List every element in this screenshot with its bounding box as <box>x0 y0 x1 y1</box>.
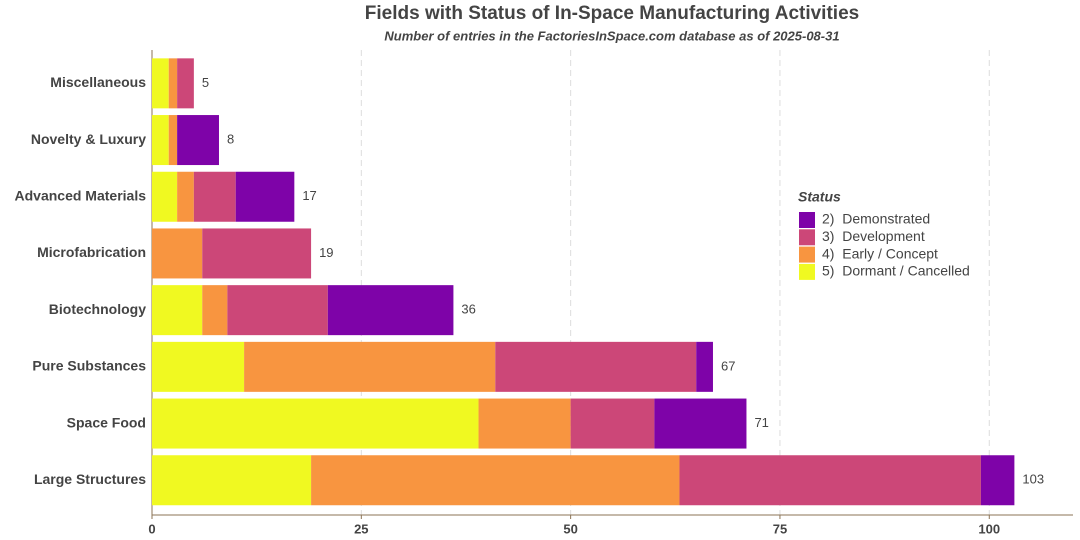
legend-label: 3) Development <box>822 228 925 244</box>
total-label: 19 <box>319 245 333 260</box>
y-tick-label: Space Food <box>67 414 146 430</box>
y-tick-label: Microfabrication <box>37 244 146 260</box>
legend-swatch <box>799 263 815 280</box>
bar-segment <box>152 58 169 109</box>
y-tick-label: Miscellaneous <box>50 74 146 90</box>
bar-segment <box>227 285 328 336</box>
bar-segment <box>152 171 178 222</box>
x-tick-label: 75 <box>773 521 787 536</box>
total-label: 67 <box>721 358 735 373</box>
bar-segment <box>177 115 219 166</box>
bar-segment <box>327 285 454 336</box>
bar-segment <box>177 58 194 109</box>
bar-segment <box>495 341 697 392</box>
y-tick-label: Novelty & Luxury <box>31 131 146 147</box>
legend-swatch <box>799 229 815 246</box>
bar-segment <box>168 58 178 109</box>
bar-segment <box>202 228 312 279</box>
x-tick-label: 25 <box>354 521 368 536</box>
bar-segment <box>311 455 680 506</box>
bar-segment <box>152 285 203 336</box>
y-tick-label: Large Structures <box>34 471 146 487</box>
legend-label: 4) Early / Concept <box>822 245 938 261</box>
bar-segment <box>152 455 312 506</box>
bar-segment <box>654 398 747 449</box>
bar-segment <box>478 398 571 449</box>
bar-segment <box>696 341 713 392</box>
y-tick-label: Pure Substances <box>32 358 146 374</box>
bar-segment <box>244 341 496 392</box>
legend-label: 5) Dormant / Cancelled <box>822 263 970 279</box>
bar-segment <box>152 115 169 166</box>
bar-segment <box>679 455 981 506</box>
bar-segment <box>177 171 194 222</box>
legend-swatch <box>799 212 815 228</box>
bar-segment <box>193 171 236 222</box>
bar-segment <box>202 285 228 336</box>
y-tick-label: Biotechnology <box>49 301 146 317</box>
bar-segment <box>152 228 203 279</box>
chart-subtitle: Number of entries in the FactoriesInSpac… <box>384 28 839 43</box>
x-tick-label: 50 <box>563 521 577 536</box>
y-tick-label: Advanced Materials <box>15 187 147 203</box>
total-label: 36 <box>461 302 475 317</box>
legend-label: 2) Demonstrated <box>822 211 930 227</box>
bar-segment <box>235 171 295 222</box>
total-label: 71 <box>754 415 768 430</box>
legend-title: Status <box>798 189 841 205</box>
total-label: 8 <box>227 131 234 146</box>
bar-segment <box>152 341 245 392</box>
x-tick-label: 100 <box>978 521 1000 536</box>
legend-swatch <box>799 246 815 263</box>
x-tick-label: 0 <box>148 521 155 536</box>
total-label: 103 <box>1022 472 1044 487</box>
total-label: 5 <box>202 75 209 90</box>
bar-segment <box>152 398 479 449</box>
total-label: 17 <box>302 188 316 203</box>
bar-segment <box>570 398 655 449</box>
chart-title: Fields with Status of In-Space Manufactu… <box>365 3 859 24</box>
bar-segment <box>168 115 178 166</box>
bar-segment <box>980 455 1015 506</box>
